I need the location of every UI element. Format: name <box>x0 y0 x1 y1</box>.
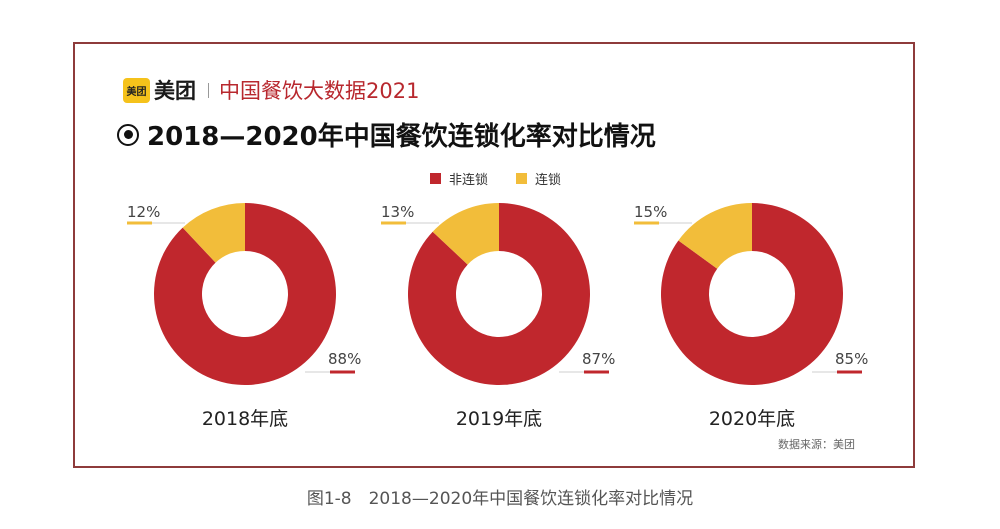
value-label-non-chain-2020: 85% <box>835 350 868 368</box>
data-source: 数据来源：美团 <box>778 438 855 451</box>
value-label-non-chain-2018: 88% <box>328 350 361 368</box>
brand-subtitle: 中国餐饮大数据2021 <box>219 79 420 103</box>
brand-header: 美团 美团 中国餐饮大数据2021 <box>123 75 419 105</box>
legend: 非连锁 连锁 <box>430 169 589 188</box>
value-label-chain-2020: 15% <box>634 203 667 221</box>
chart-title: 2018—2020年中国餐饮连锁化率对比情况 <box>117 116 656 153</box>
chart-label-2020: 2020年底 <box>709 408 795 430</box>
value-label-chain-2019: 13% <box>381 203 414 221</box>
chart-label-2018: 2018年底 <box>202 408 288 430</box>
meituan-logo-icon: 美团 <box>123 77 150 103</box>
target-bullet-icon <box>117 123 139 146</box>
slice-chain-2019 <box>432 203 499 265</box>
legend-item-non-chain: 非连锁 <box>430 169 488 188</box>
legend-item-chain: 连锁 <box>516 169 561 188</box>
slice-non-chain-2020 <box>661 203 844 385</box>
slice-non-chain-2019 <box>408 203 590 385</box>
legend-swatch-chain <box>516 173 528 184</box>
value-label-chain-2018: 12% <box>127 203 160 221</box>
slice-chain-2018 <box>182 203 245 263</box>
slice-chain-2020 <box>678 203 752 269</box>
chart-title-text: 2018—2020年中国餐饮连锁化率对比情况 <box>147 122 656 152</box>
legend-label-non-chain: 非连锁 <box>449 173 489 188</box>
slice-non-chain-2018 <box>153 203 336 385</box>
brand-name: 美团 <box>154 79 196 103</box>
legend-label-chain: 连锁 <box>535 173 562 188</box>
brand-divider <box>208 82 209 98</box>
chart-label-2019: 2019年底 <box>456 408 542 430</box>
legend-swatch-non-chain <box>430 173 441 184</box>
value-label-non-chain-2019: 87% <box>582 350 615 368</box>
figure-caption: 图1-8 2018—2020年中国餐饮连锁化率对比情况 <box>306 489 694 509</box>
